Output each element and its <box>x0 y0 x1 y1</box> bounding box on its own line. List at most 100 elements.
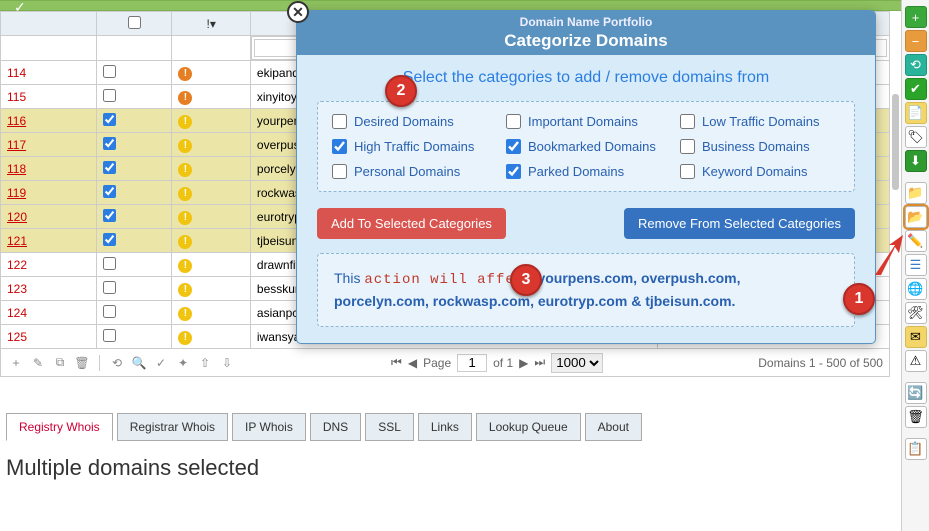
sidebar-download-icon[interactable]: ⬇ <box>905 150 927 172</box>
pager-prev-icon[interactable]: ◀ <box>408 356 417 370</box>
category-checkbox[interactable] <box>332 139 347 154</box>
tabs-row: Registry WhoisRegistrar WhoisIP WhoisDNS… <box>0 413 929 441</box>
pager-last-icon[interactable]: ⏭ <box>534 355 545 370</box>
copy-icon[interactable]: ⧉ <box>51 354 69 372</box>
sidebar-warn-icon[interactable]: ⚠ <box>905 350 927 372</box>
category-checkbox[interactable] <box>506 139 521 154</box>
search-icon[interactable]: 🔍 <box>130 354 148 372</box>
add-icon[interactable]: + <box>7 354 25 372</box>
sidebar-categorize-icon[interactable]: 📂 <box>905 206 927 228</box>
pager-next-icon[interactable]: ▶ <box>519 356 528 370</box>
tab[interactable]: SSL <box>365 413 414 441</box>
category-checkbox[interactable] <box>680 139 695 154</box>
sidebar-ok-icon[interactable]: ✔ <box>905 78 927 100</box>
category-checkbox[interactable] <box>332 114 347 129</box>
pager-first-icon[interactable]: ⏮ <box>391 355 402 370</box>
category-checkbox[interactable] <box>332 164 347 179</box>
category-item[interactable]: Important Domains <box>506 114 666 129</box>
col-checkbox[interactable] <box>96 12 172 36</box>
row-checkbox[interactable] <box>103 89 116 102</box>
row-checkbox-cell[interactable] <box>96 325 172 349</box>
pager: ⏮ ◀ Page of 1 ▶ ⏭ 1000 <box>391 353 603 373</box>
row-checkbox-cell[interactable] <box>96 229 172 253</box>
sidebar-trash-icon[interactable]: 🗑 <box>905 406 927 428</box>
sidebar-list-icon[interactable]: ☰ <box>905 254 927 276</box>
star-icon[interactable]: ✦ <box>174 354 192 372</box>
category-item[interactable]: High Traffic Domains <box>332 139 492 154</box>
sidebar-tools-icon[interactable]: 🛠 <box>905 302 927 324</box>
row-checkbox[interactable] <box>103 65 116 78</box>
tab[interactable]: Links <box>418 413 472 441</box>
row-checkbox-cell[interactable] <box>96 205 172 229</box>
tab[interactable]: Registry Whois <box>6 413 113 441</box>
remove-from-categories-button[interactable]: Remove From Selected Categories <box>624 208 855 239</box>
tab[interactable]: IP Whois <box>232 413 306 441</box>
add-to-categories-button[interactable]: Add To Selected Categories <box>317 208 506 239</box>
row-checkbox[interactable] <box>103 281 116 294</box>
row-warn-cell: ! <box>172 157 250 181</box>
refresh-icon[interactable]: ⟲ <box>108 354 126 372</box>
row-checkbox-cell[interactable] <box>96 277 172 301</box>
upload-icon[interactable]: ⇧ <box>196 354 214 372</box>
category-label: Keyword Domains <box>702 164 808 179</box>
category-item[interactable]: Keyword Domains <box>680 164 840 179</box>
row-checkbox[interactable] <box>103 137 116 150</box>
modal-close-button[interactable]: ✕ <box>287 1 309 23</box>
row-checkbox-cell[interactable] <box>96 133 172 157</box>
category-item[interactable]: Business Domains <box>680 139 840 154</box>
tab[interactable]: Registrar Whois <box>117 413 228 441</box>
edit-icon[interactable]: ✎ <box>29 354 47 372</box>
category-item[interactable]: Personal Domains <box>332 164 492 179</box>
category-checkbox[interactable] <box>680 164 695 179</box>
category-checkbox[interactable] <box>680 114 695 129</box>
category-item[interactable]: Bookmarked Domains <box>506 139 666 154</box>
row-checkbox-cell[interactable] <box>96 181 172 205</box>
row-checkbox-cell[interactable] <box>96 301 172 325</box>
page-input[interactable] <box>457 354 487 372</box>
sidebar-note-icon[interactable]: 📄 <box>905 102 927 124</box>
category-item[interactable]: Desired Domains <box>332 114 492 129</box>
sidebar-mail-icon[interactable]: ✉ <box>905 326 927 348</box>
tab[interactable]: About <box>585 413 642 441</box>
row-checkbox[interactable] <box>103 113 116 126</box>
sidebar-tag-icon[interactable]: 🏷 <box>905 126 927 148</box>
warn-icon: ! <box>178 283 192 297</box>
category-checkbox[interactable] <box>506 114 521 129</box>
sidebar-pencil-icon[interactable]: ✏️ <box>905 230 927 252</box>
sidebar-new-folder-icon[interactable]: 📁 <box>905 182 927 204</box>
modal-scrollbar[interactable] <box>892 94 899 190</box>
row-checkbox[interactable] <box>103 209 116 222</box>
select-all-checkbox[interactable] <box>128 16 141 29</box>
sidebar-add-icon[interactable]: + <box>905 6 927 28</box>
warn-icon: ! <box>178 115 192 129</box>
tab[interactable]: DNS <box>310 413 361 441</box>
tab[interactable]: Lookup Queue <box>476 413 581 441</box>
category-item[interactable]: Low Traffic Domains <box>680 114 840 129</box>
category-checkbox[interactable] <box>506 164 521 179</box>
download-icon[interactable]: ⇩ <box>218 354 236 372</box>
sidebar-refresh2-icon[interactable]: 🔄 <box>905 382 927 404</box>
delete-icon[interactable]: 🗑 <box>73 354 91 372</box>
col-warn[interactable]: !▾ <box>172 12 250 36</box>
row-checkbox[interactable] <box>103 185 116 198</box>
row-checkbox-cell[interactable] <box>96 109 172 133</box>
row-checkbox[interactable] <box>103 161 116 174</box>
row-checkbox[interactable] <box>103 305 116 318</box>
check-icon[interactable]: ✓ <box>152 354 170 372</box>
sidebar-globe-icon[interactable]: 🌐 <box>905 278 927 300</box>
row-checkbox-cell[interactable] <box>96 85 172 109</box>
row-checkbox-cell[interactable] <box>96 157 172 181</box>
row-checkbox[interactable] <box>103 233 116 246</box>
sidebar-sync-icon[interactable]: ⟲ <box>905 54 927 76</box>
sidebar-clipboard-icon[interactable]: 📋 <box>905 438 927 460</box>
per-page-select[interactable]: 1000 <box>551 353 603 373</box>
categorize-modal: ✕ Domain Name Portfolio Categorize Domai… <box>296 10 876 344</box>
callout-3: 3 <box>510 264 542 296</box>
sidebar-remove-icon[interactable]: − <box>905 30 927 52</box>
category-item[interactable]: Parked Domains <box>506 164 666 179</box>
row-checkbox[interactable] <box>103 329 116 342</box>
row-checkbox[interactable] <box>103 257 116 270</box>
row-checkbox-cell[interactable] <box>96 253 172 277</box>
of-label: of 1 <box>493 356 513 370</box>
row-checkbox-cell[interactable] <box>96 61 172 85</box>
